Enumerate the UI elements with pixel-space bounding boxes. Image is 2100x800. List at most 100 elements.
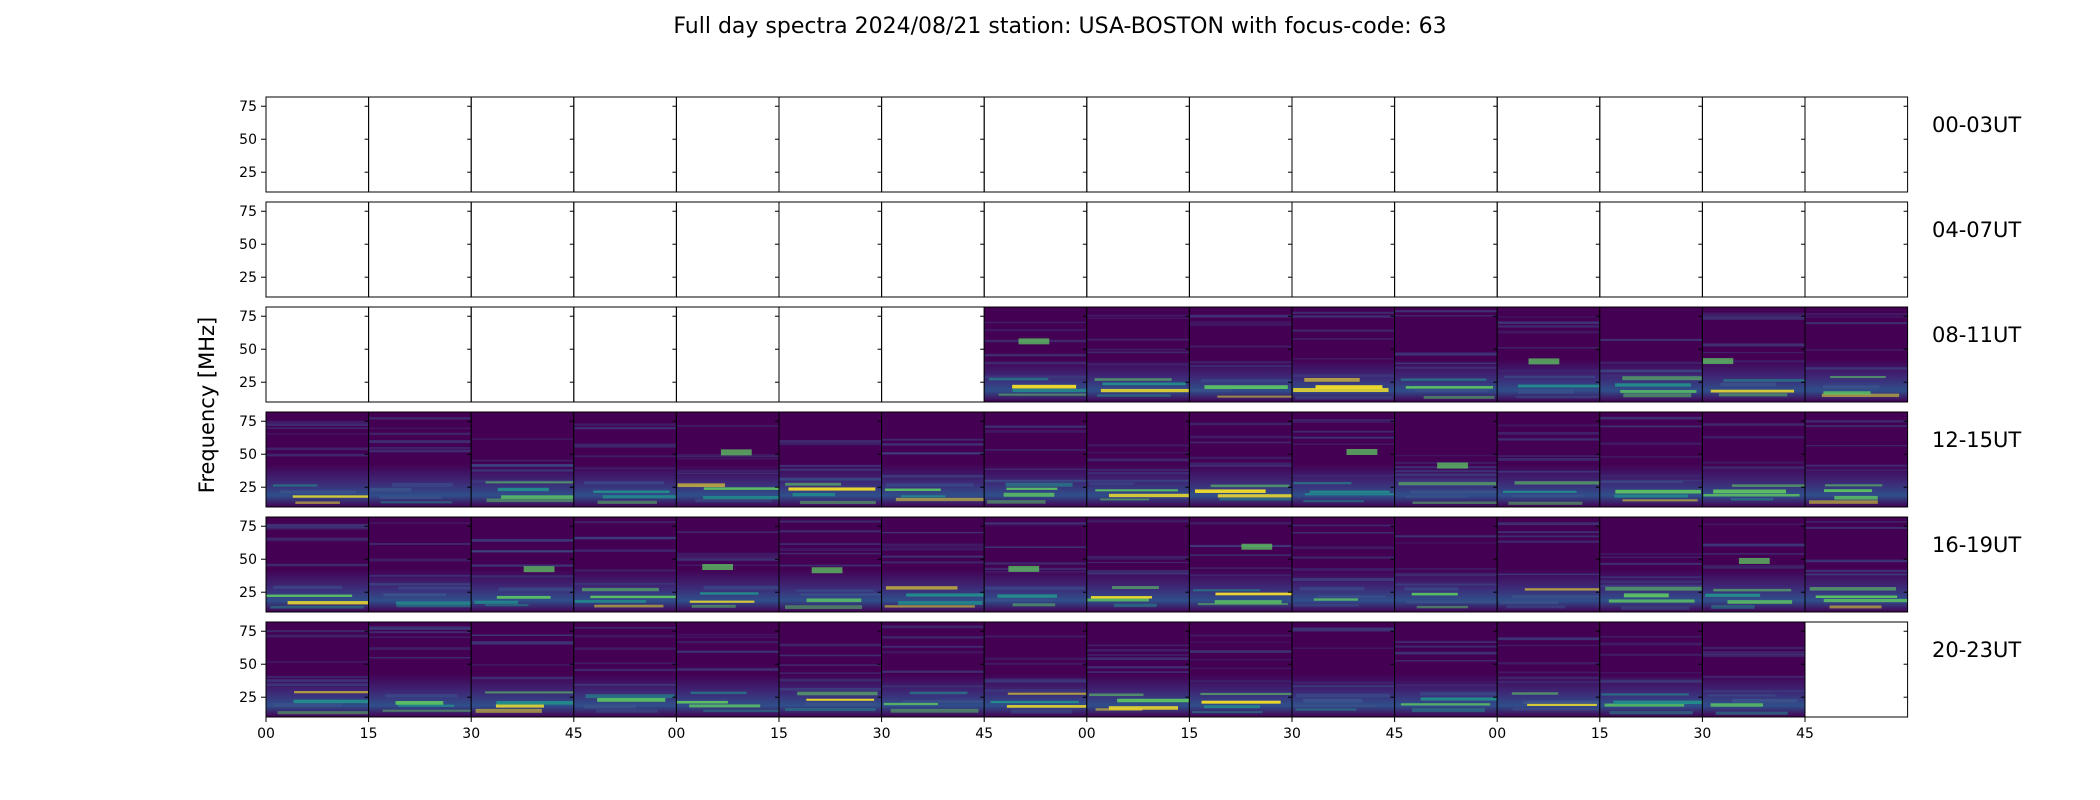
texture-line <box>1497 540 1600 543</box>
emission-band <box>703 709 779 712</box>
texture-line <box>1497 535 1600 538</box>
panel-frame <box>573 201 677 298</box>
texture-line <box>1086 519 1190 523</box>
texture-line <box>573 536 677 540</box>
texture-line <box>1702 461 1805 464</box>
emission-band <box>902 700 985 703</box>
spectrum-panel <box>1394 516 1498 613</box>
emission-burst <box>1528 358 1560 365</box>
spectrum-panel <box>1188 411 1293 508</box>
texture-line <box>368 636 472 638</box>
emission-band <box>597 697 666 702</box>
spectrum-panel <box>881 96 985 193</box>
texture-line <box>1599 584 1703 588</box>
texture-line <box>1497 573 1600 576</box>
texture-line <box>779 672 882 674</box>
panel-frame <box>368 96 472 193</box>
texture-line <box>266 679 369 682</box>
texture-line <box>1805 425 1908 427</box>
emission-band <box>1708 694 1776 697</box>
texture-line <box>676 425 779 427</box>
texture-line <box>1394 353 1498 356</box>
emission-band <box>691 604 736 608</box>
emission-band <box>890 708 979 713</box>
emission-band <box>280 490 356 494</box>
spectrum-panel <box>1804 96 1909 193</box>
texture-line <box>1394 641 1498 643</box>
texture-line <box>368 583 472 586</box>
texture-line <box>1292 546 1395 550</box>
texture-line <box>1086 458 1190 462</box>
emission-band <box>1089 693 1144 697</box>
y-tick-label: 50 <box>239 132 257 148</box>
emission-band <box>1410 490 1498 494</box>
emission-band <box>997 594 1057 598</box>
texture-line <box>881 645 985 648</box>
spectrum-panel <box>265 516 370 613</box>
row-04-07UT: 75 50 25 04-07UT <box>239 201 2021 298</box>
emission-band <box>1622 376 1703 381</box>
emission-band <box>1732 699 1798 703</box>
x-tick-label: 15 <box>360 726 378 742</box>
texture-line <box>984 425 1087 428</box>
emission-band <box>1620 390 1697 393</box>
emission-band <box>1405 386 1494 389</box>
emission-band <box>597 500 657 504</box>
panel-grid: 75502500-03UT75502504-07UT75502508-11UT7… <box>239 96 2021 742</box>
emission-band <box>596 709 658 713</box>
y-tick-label: 50 <box>239 342 257 358</box>
y-tick-label: 25 <box>239 270 257 286</box>
emission-band <box>689 704 761 708</box>
emission-burst <box>811 567 843 574</box>
spectrum-panel <box>1599 516 1703 613</box>
emission-band <box>885 586 958 590</box>
panel-frame <box>983 201 1088 298</box>
emission-band <box>1210 484 1290 488</box>
texture-line <box>881 543 985 547</box>
texture-line <box>1599 576 1703 578</box>
emission-band <box>804 702 878 706</box>
texture-line <box>1702 651 1805 654</box>
texture-line <box>1805 569 1908 573</box>
texture-line <box>1599 370 1703 373</box>
emission-band <box>1830 375 1886 379</box>
texture-line <box>368 631 472 634</box>
texture-line <box>1394 583 1498 586</box>
emission-burst <box>1437 462 1468 469</box>
spectrum-panel <box>1496 516 1601 613</box>
texture-line <box>984 429 1087 433</box>
spectrum-panel <box>1086 621 1190 718</box>
texture-line <box>984 449 1087 451</box>
texture-line <box>1599 375 1703 377</box>
texture-line <box>881 452 985 455</box>
emission-band <box>1821 393 1900 398</box>
texture-line <box>1599 553 1703 555</box>
emission-band <box>990 700 1079 704</box>
panel-frame <box>1086 201 1190 298</box>
texture-line <box>1497 330 1600 334</box>
spectrum-panel <box>1804 201 1909 298</box>
emission-band <box>703 585 779 590</box>
spectrum-image <box>1086 622 1190 717</box>
spectrum-image <box>1292 622 1395 717</box>
emission-burst <box>702 564 734 571</box>
texture-line <box>676 472 779 475</box>
y-tick-label: 25 <box>239 375 257 391</box>
emission-band <box>1411 592 1458 596</box>
emission-burst <box>1702 358 1734 365</box>
spectrum-image <box>881 517 985 612</box>
spectrum-panel <box>1086 411 1190 508</box>
emission-band <box>398 704 455 707</box>
texture-line <box>1702 315 1805 318</box>
texture-line <box>1805 526 1908 529</box>
emission-band <box>1294 704 1378 708</box>
emission-band <box>1823 598 1908 603</box>
texture-line <box>881 555 985 558</box>
emission-band <box>1809 500 1878 504</box>
emission-band <box>1604 703 1685 707</box>
texture-line <box>1189 321 1292 323</box>
emission-band <box>496 595 551 599</box>
spectrum-image <box>881 412 985 507</box>
emission-band <box>1195 489 1266 493</box>
texture-line <box>1086 479 1190 482</box>
